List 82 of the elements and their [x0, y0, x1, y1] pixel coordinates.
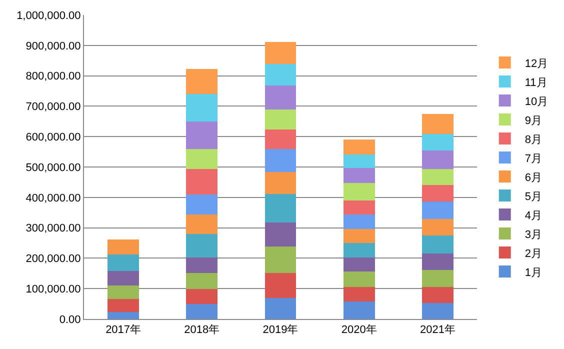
legend-label: 11月: [524, 76, 548, 89]
y-tick-label: 500,000.00: [26, 162, 81, 174]
legend-label: 2月: [524, 248, 542, 260]
y-tick-label: 900,000.00: [26, 40, 81, 52]
bar: [186, 234, 218, 258]
bar: [343, 229, 375, 243]
legend-label: 1月: [524, 266, 542, 279]
bar: [264, 222, 296, 246]
bar: [343, 168, 375, 183]
bar: [422, 236, 454, 254]
y-tick-label: 100,000.00: [26, 283, 81, 296]
bar: [343, 214, 375, 230]
bar: [264, 149, 296, 172]
bar: [264, 129, 296, 150]
bar: [108, 239, 140, 255]
bar: [422, 114, 454, 134]
bar: [186, 194, 218, 214]
bar: [264, 42, 296, 64]
bar: [422, 270, 454, 288]
bar: [186, 258, 218, 273]
bar: [108, 312, 140, 319]
y-tick-label: 0.00: [59, 314, 81, 326]
y-tick-label: 1,000,000.00: [16, 10, 81, 22]
y-tick-label: 300,000.00: [26, 222, 81, 235]
bar: [422, 303, 454, 319]
bar: [343, 154, 375, 168]
bar: [264, 64, 296, 86]
bar: [264, 246, 296, 273]
bar: [343, 200, 375, 214]
bar: [422, 202, 454, 219]
x-tick-label: 2020年: [341, 324, 377, 336]
bar: [186, 121, 218, 149]
bar: [186, 289, 218, 304]
bar: [186, 304, 218, 319]
legend-label: 7月: [524, 152, 542, 165]
bar: [422, 134, 454, 151]
legend-label: 4月: [524, 210, 542, 222]
bar: [422, 253, 454, 270]
bar: [264, 172, 296, 194]
bar: [343, 301, 375, 319]
x-tick-label: 2021年: [420, 324, 456, 336]
bar: [108, 254, 140, 271]
bar: [343, 182, 375, 201]
bar: [422, 287, 454, 304]
legend-label: 8月: [524, 134, 542, 146]
y-tick-label: 600,000.00: [26, 131, 81, 144]
bar: [186, 168, 218, 195]
bar: [108, 299, 140, 312]
bar: [108, 270, 140, 286]
bar: [186, 94, 218, 122]
legend-label: 9月: [524, 114, 542, 127]
bar: [422, 150, 454, 169]
y-tick-label: 200,000.00: [26, 253, 81, 266]
x-tick-label: 2019年: [262, 324, 298, 336]
bar: [422, 168, 454, 185]
bar: [186, 69, 218, 94]
legend-label: 10月: [524, 96, 548, 108]
bar: [422, 184, 454, 202]
bar: [264, 110, 296, 130]
bar: [108, 285, 140, 300]
bar: [343, 271, 375, 287]
bar: [264, 298, 296, 319]
y-tick-label: 800,000.00: [26, 70, 81, 83]
x-tick-label: 2018年: [184, 324, 220, 336]
legend-label: 12月: [524, 58, 548, 70]
legend-label: 5月: [524, 190, 542, 203]
y-tick-label: 400,000.00: [26, 192, 81, 204]
legend-label: 6月: [524, 172, 542, 184]
bar: [264, 194, 296, 223]
bar: [343, 243, 375, 258]
bar: [186, 272, 218, 290]
y-tick-label: 700,000.00: [26, 101, 81, 114]
bar: [343, 257, 375, 272]
bar: [343, 139, 375, 155]
bar: [343, 286, 375, 302]
bar: [264, 272, 296, 298]
bar: [186, 214, 218, 234]
bar: [186, 148, 218, 169]
bar: [264, 86, 296, 110]
legend-label: 3月: [524, 228, 542, 241]
x-tick-label: 2017年: [106, 324, 142, 336]
bar: [422, 218, 454, 236]
